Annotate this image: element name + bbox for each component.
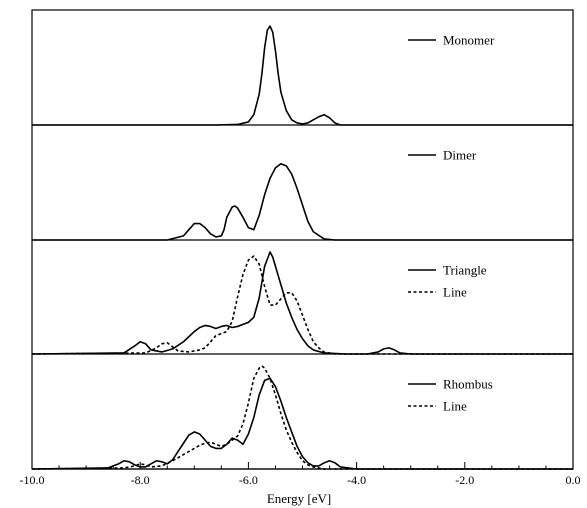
series-rhombus-panel-4 bbox=[31, 377, 573, 470]
series-triangle-panel-3 bbox=[31, 251, 573, 355]
series-line-panel-4 bbox=[31, 365, 573, 470]
legend-label-triangle-panel-3: Triangle bbox=[443, 263, 487, 278]
x-tick-label: -10.0 bbox=[20, 473, 45, 487]
series-dimer-panel-2 bbox=[32, 162, 573, 241]
legend-label-line-panel-4: Line bbox=[443, 399, 467, 414]
legend-label-monomer-panel-1: Monomer bbox=[443, 33, 495, 48]
legend-label-dimer-panel-2: Dimer bbox=[443, 148, 477, 163]
x-axis-title: Energy [eV] bbox=[267, 491, 331, 506]
x-tick-label: 0.0 bbox=[566, 473, 581, 487]
x-tick-label: -6.0 bbox=[239, 473, 258, 487]
series-line-panel-3 bbox=[31, 255, 573, 355]
legend-label-line-panel-3: Line bbox=[443, 285, 467, 300]
x-axis: -10.0 -8.0 -6.0 -4.0 -2.0 0.0 bbox=[20, 462, 581, 487]
x-tick-label: -8.0 bbox=[131, 473, 150, 487]
series-layer bbox=[31, 25, 573, 470]
x-tick-label: -2.0 bbox=[455, 473, 474, 487]
legend-layer: Monomer Dimer Triangle Line Rhombus Line bbox=[408, 33, 495, 414]
series-monomer-panel-1 bbox=[32, 25, 573, 126]
legend-label-rhombus-panel-4: Rhombus bbox=[443, 377, 493, 392]
x-tick-label: -4.0 bbox=[347, 473, 366, 487]
